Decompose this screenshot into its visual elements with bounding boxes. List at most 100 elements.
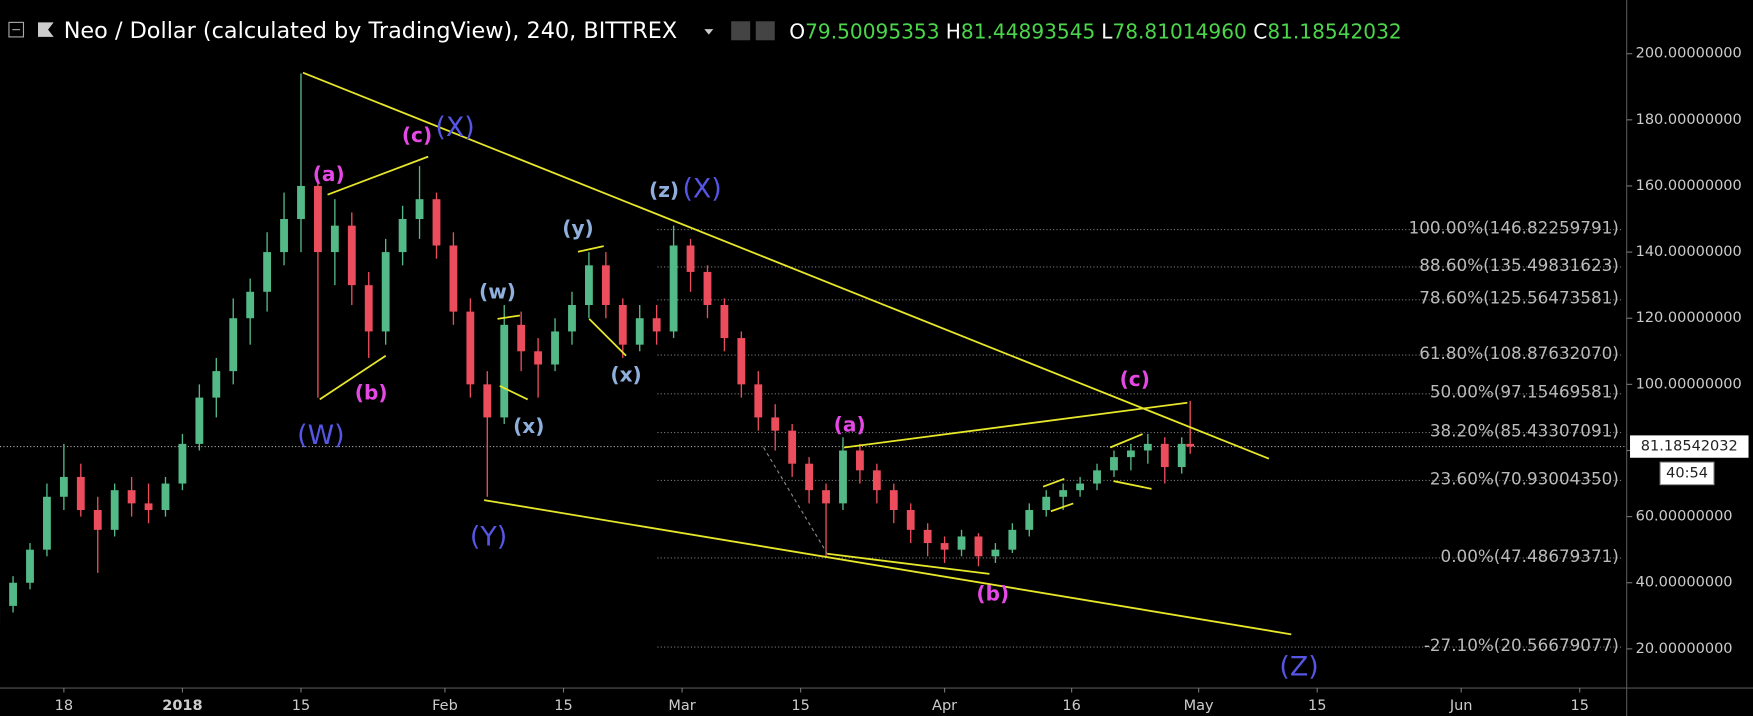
candle-body (788, 430, 797, 464)
price-tag (1630, 435, 1749, 458)
x-tick-label: Apr (932, 698, 957, 714)
close-label: C (1253, 19, 1267, 43)
price-tag-label: 81.18542032 (1641, 439, 1738, 455)
fib-label: 78.60%(125.56473581) (1419, 288, 1619, 308)
symbol-flag (38, 22, 54, 37)
countdown-tag (1659, 461, 1715, 486)
wave-label: (Z) (1279, 651, 1318, 682)
candle-body (93, 510, 102, 530)
x-tick-label: 15 (292, 698, 310, 714)
candle-body (534, 351, 543, 365)
wave-label: (X) (435, 112, 474, 143)
candle-body (43, 496, 51, 550)
wave-label: (x) (610, 362, 641, 386)
x-tick-label: 16 (1062, 698, 1080, 714)
trendline (327, 155, 429, 196)
trendline (499, 385, 529, 401)
candle-body (1025, 510, 1034, 530)
trendline (577, 245, 604, 253)
dropdown-arrow[interactable] (704, 29, 714, 35)
trendline (1109, 433, 1143, 449)
y-tick-label: 180.00000000 (1636, 112, 1742, 128)
countdown-label: 40:54 (1666, 465, 1708, 481)
y-tick-label: 100.00000000 (1636, 376, 1742, 392)
chart-title: Neo / Dollar (calculated by TradingView)… (64, 18, 677, 44)
candle-body (1008, 529, 1017, 550)
candle-body (737, 338, 746, 385)
candle-body (601, 265, 610, 305)
y-tick-label: 20.00000000 (1636, 641, 1733, 657)
candle-body (686, 245, 695, 272)
trendline (497, 314, 520, 320)
candle-body (855, 450, 864, 471)
fib-label: 61.80%(108.87632070) (1419, 343, 1619, 363)
candle-body (1093, 470, 1101, 484)
candle-body (551, 331, 559, 365)
trendline (588, 318, 627, 357)
open-value: 79.50095353 (805, 19, 939, 43)
candle-body (483, 384, 492, 418)
candle-body (754, 384, 763, 418)
candle-body (669, 245, 678, 332)
candle-body (347, 225, 356, 286)
candle-body (1160, 443, 1169, 468)
candle-body (1110, 457, 1118, 471)
y-tick-label: 140.00000000 (1636, 244, 1742, 260)
candle-body (1126, 450, 1135, 458)
candle-body (957, 536, 966, 550)
candle-body (1143, 443, 1152, 451)
candle-body (652, 318, 661, 332)
projection-line (763, 447, 828, 555)
candle-body (1059, 490, 1068, 497)
candle-body (178, 443, 187, 484)
fib-label: 88.60%(135.49831623) (1419, 255, 1619, 275)
low-value: 78.81014960 (1112, 19, 1246, 43)
candle-body (872, 470, 881, 491)
x-tick-label: 15 (791, 698, 809, 714)
fib-label: 23.60%(70.93004350) (1430, 468, 1619, 488)
x-tick-label: Feb (432, 698, 458, 714)
trendline (1113, 480, 1152, 490)
trendline (843, 401, 1188, 449)
candle-body (839, 450, 847, 504)
candle-body (500, 324, 509, 418)
candle-body (263, 252, 272, 292)
close-value: 81.18542032 (1267, 19, 1401, 43)
candle-body (1076, 483, 1085, 491)
settings-icon[interactable] (755, 21, 775, 41)
candle-body (76, 476, 85, 511)
trendline (483, 499, 1292, 636)
candle-body (432, 199, 441, 246)
candle-body (720, 304, 729, 339)
candle-body (771, 417, 780, 431)
low-label: L (1101, 19, 1113, 43)
candle-body (1042, 496, 1051, 511)
open-label: O (789, 19, 805, 43)
y-tick-label: 120.00000000 (1636, 310, 1742, 326)
candle-body (940, 543, 949, 550)
candle-body (1177, 443, 1186, 468)
eye-icon[interactable] (731, 21, 751, 41)
candle-body (314, 185, 322, 253)
collapse-icon[interactable] (8, 21, 25, 38)
candle-body (906, 510, 915, 530)
wave-label: (c) (1120, 367, 1150, 391)
trendline (319, 355, 387, 401)
candle-body (144, 503, 153, 511)
candle-body (415, 199, 424, 220)
wave-label: (c) (402, 123, 432, 147)
fib-label: 38.20%(85.43307091) (1430, 420, 1619, 440)
wave-label: (a) (834, 413, 866, 437)
wave-label: (y) (562, 216, 594, 240)
fib-label: 0.00%(47.48679371) (1441, 546, 1619, 566)
candle-body (703, 271, 712, 305)
candle-body (585, 265, 593, 305)
wave-label: (z) (649, 178, 679, 202)
x-tick-label: 15 (1570, 698, 1588, 714)
fib-label: 50.00%(97.15469581) (1430, 382, 1619, 402)
trendline (1042, 477, 1065, 488)
x-tick-label: Jun (1449, 698, 1473, 714)
y-tick-label: 160.00000000 (1636, 178, 1742, 194)
trendline (1050, 502, 1074, 513)
